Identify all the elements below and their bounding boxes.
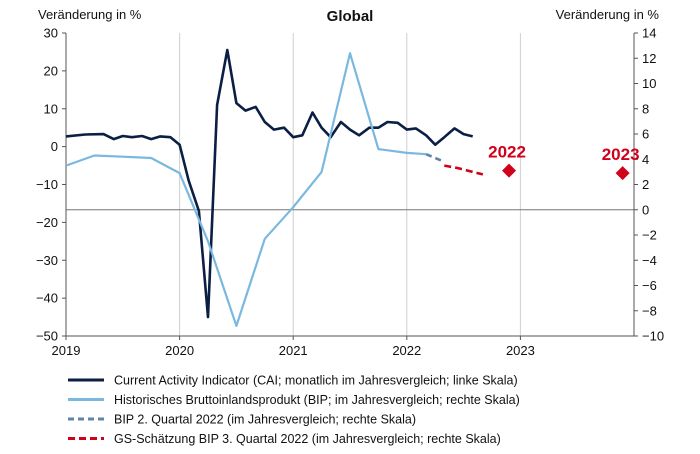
legend: Current Activity Indicator (CAI; monatli… xyxy=(68,374,520,446)
estimate-label-2023: 2023 xyxy=(602,145,640,164)
right-tick-label: 10 xyxy=(642,76,656,91)
left-tick-label: 30 xyxy=(44,26,58,41)
right-tick-label: 14 xyxy=(642,26,656,41)
right-tick-label: 6 xyxy=(642,127,649,142)
right-tick-label: −4 xyxy=(642,253,657,268)
right-tick-label: −10 xyxy=(642,329,664,344)
left-tick-label: 10 xyxy=(44,101,58,116)
estimate-label-2022: 2022 xyxy=(488,143,526,162)
legend-label-2: Historisches Bruttoinlandsprodukt (BIP; … xyxy=(114,393,520,407)
left-tick-label: −50 xyxy=(36,329,58,344)
right-tick-label: 4 xyxy=(642,152,649,167)
x-tick-label: 2022 xyxy=(392,343,421,358)
left-tick-label: −10 xyxy=(36,177,58,192)
series-line-3 xyxy=(425,153,445,163)
right-tick-label: 12 xyxy=(642,51,656,66)
legend-label-3: BIP 2. Quartal 2022 (im Jahresvergleich;… xyxy=(114,413,416,427)
series-line-4 xyxy=(444,164,484,176)
left-tick-label: −30 xyxy=(36,253,58,268)
left-tick-label: 0 xyxy=(51,139,58,154)
chart-title: Global xyxy=(327,8,374,25)
right-tick-label: −2 xyxy=(642,228,657,243)
estimate-marker-2023 xyxy=(615,166,630,181)
right-axis-unit-label: Veränderung in % xyxy=(556,7,660,22)
right-tick-label: 2 xyxy=(642,177,649,192)
left-tick-label: −20 xyxy=(36,215,58,230)
x-tick-label: 2021 xyxy=(279,343,308,358)
right-tick-label: 0 xyxy=(642,202,649,217)
estimate-marker-2022 xyxy=(502,163,517,178)
left-tick-label: −40 xyxy=(36,291,58,306)
legend-label-4: GS-Schätzung BIP 3. Quartal 2022 (im Jah… xyxy=(114,432,501,446)
right-tick-label: −6 xyxy=(642,278,657,293)
left-tick-label: 20 xyxy=(44,63,58,78)
x-tick-label: 2019 xyxy=(52,343,81,358)
x-tick-label: 2023 xyxy=(506,343,535,358)
x-tick-label: 2020 xyxy=(165,343,194,358)
right-tick-label: 8 xyxy=(642,101,649,116)
series-line-1 xyxy=(65,48,474,319)
series-line-2 xyxy=(65,52,427,327)
left-axis-unit-label: Veränderung in % xyxy=(38,7,142,22)
plot-area: 3020100−10−20−30−40−5014121086420−2−4−6−… xyxy=(36,26,664,359)
legend-label-1: Current Activity Indicator (CAI; monatli… xyxy=(114,374,518,388)
right-tick-label: −8 xyxy=(642,303,657,318)
